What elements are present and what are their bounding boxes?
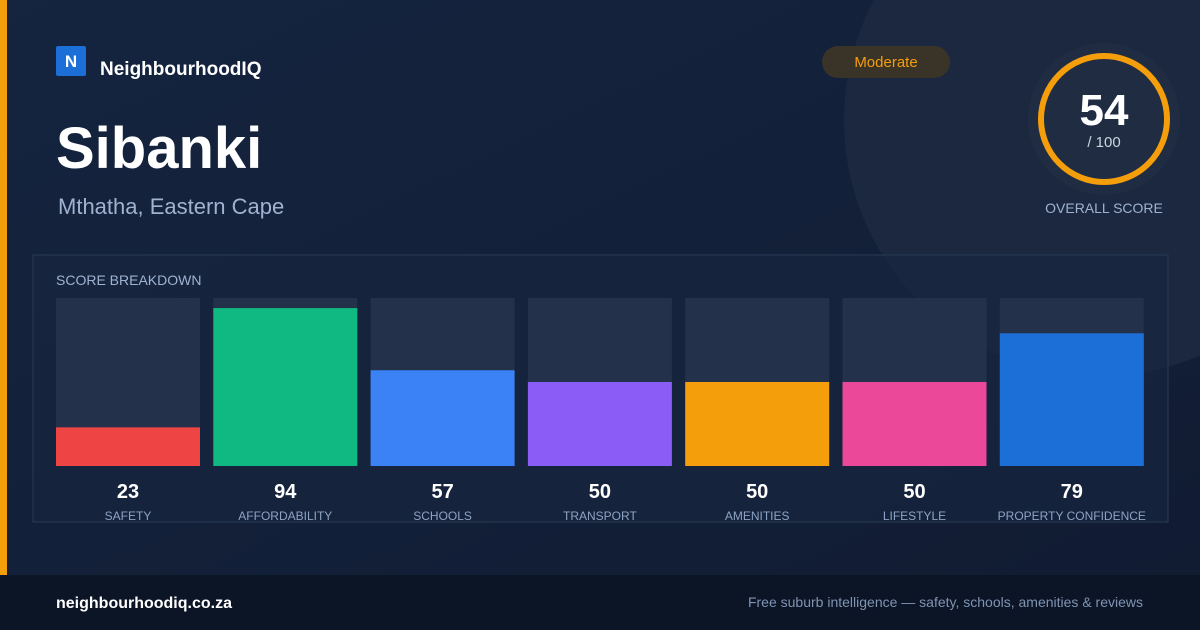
value-label: 50 <box>746 481 768 503</box>
value-label: 94 <box>274 481 297 503</box>
bar <box>370 370 515 466</box>
value-label: 57 <box>431 481 453 503</box>
category-label: PROPERTY CONFIDENCE <box>998 509 1146 523</box>
accent-stripe <box>0 0 7 575</box>
score-backdrop <box>1028 43 1180 195</box>
category-label: AMENITIES <box>725 509 790 523</box>
value-label: 23 <box>117 481 139 503</box>
value-label: 50 <box>589 481 611 503</box>
value-label: 50 <box>903 481 925 503</box>
badge-text: Moderate <box>854 54 917 71</box>
score-total: / 100 <box>1087 134 1120 151</box>
bar <box>999 333 1144 466</box>
category-label: TRANSPORT <box>563 509 637 523</box>
bar <box>527 382 672 466</box>
bar <box>213 308 358 466</box>
bar <box>56 427 200 466</box>
breakdown-title: SCORE BREAKDOWN <box>56 272 201 288</box>
bar <box>842 382 987 466</box>
category-label: LIFESTYLE <box>883 509 946 523</box>
category-label: SCHOOLS <box>413 509 472 523</box>
logo-letter: N <box>65 52 77 71</box>
suburb-title: Sibanki <box>56 116 262 181</box>
score-ring <box>1038 53 1170 185</box>
footer <box>0 575 1200 630</box>
score-label: OVERALL SCORE <box>1045 200 1163 216</box>
location: Mthatha, Eastern Cape <box>58 194 284 219</box>
score-value: 54 <box>1080 86 1129 135</box>
category-label: SAFETY <box>105 509 152 523</box>
badge <box>822 46 950 78</box>
bar <box>685 382 830 466</box>
category-label: AFFORDABILITY <box>238 509 332 523</box>
footer-tagline: Free suburb intelligence — safety, schoo… <box>748 594 1143 610</box>
value-label: 79 <box>1061 481 1083 503</box>
brand-name: NeighbourhoodIQ <box>100 59 261 80</box>
logo <box>56 46 86 76</box>
footer-url: neighbourhoodiq.co.za <box>56 595 232 612</box>
